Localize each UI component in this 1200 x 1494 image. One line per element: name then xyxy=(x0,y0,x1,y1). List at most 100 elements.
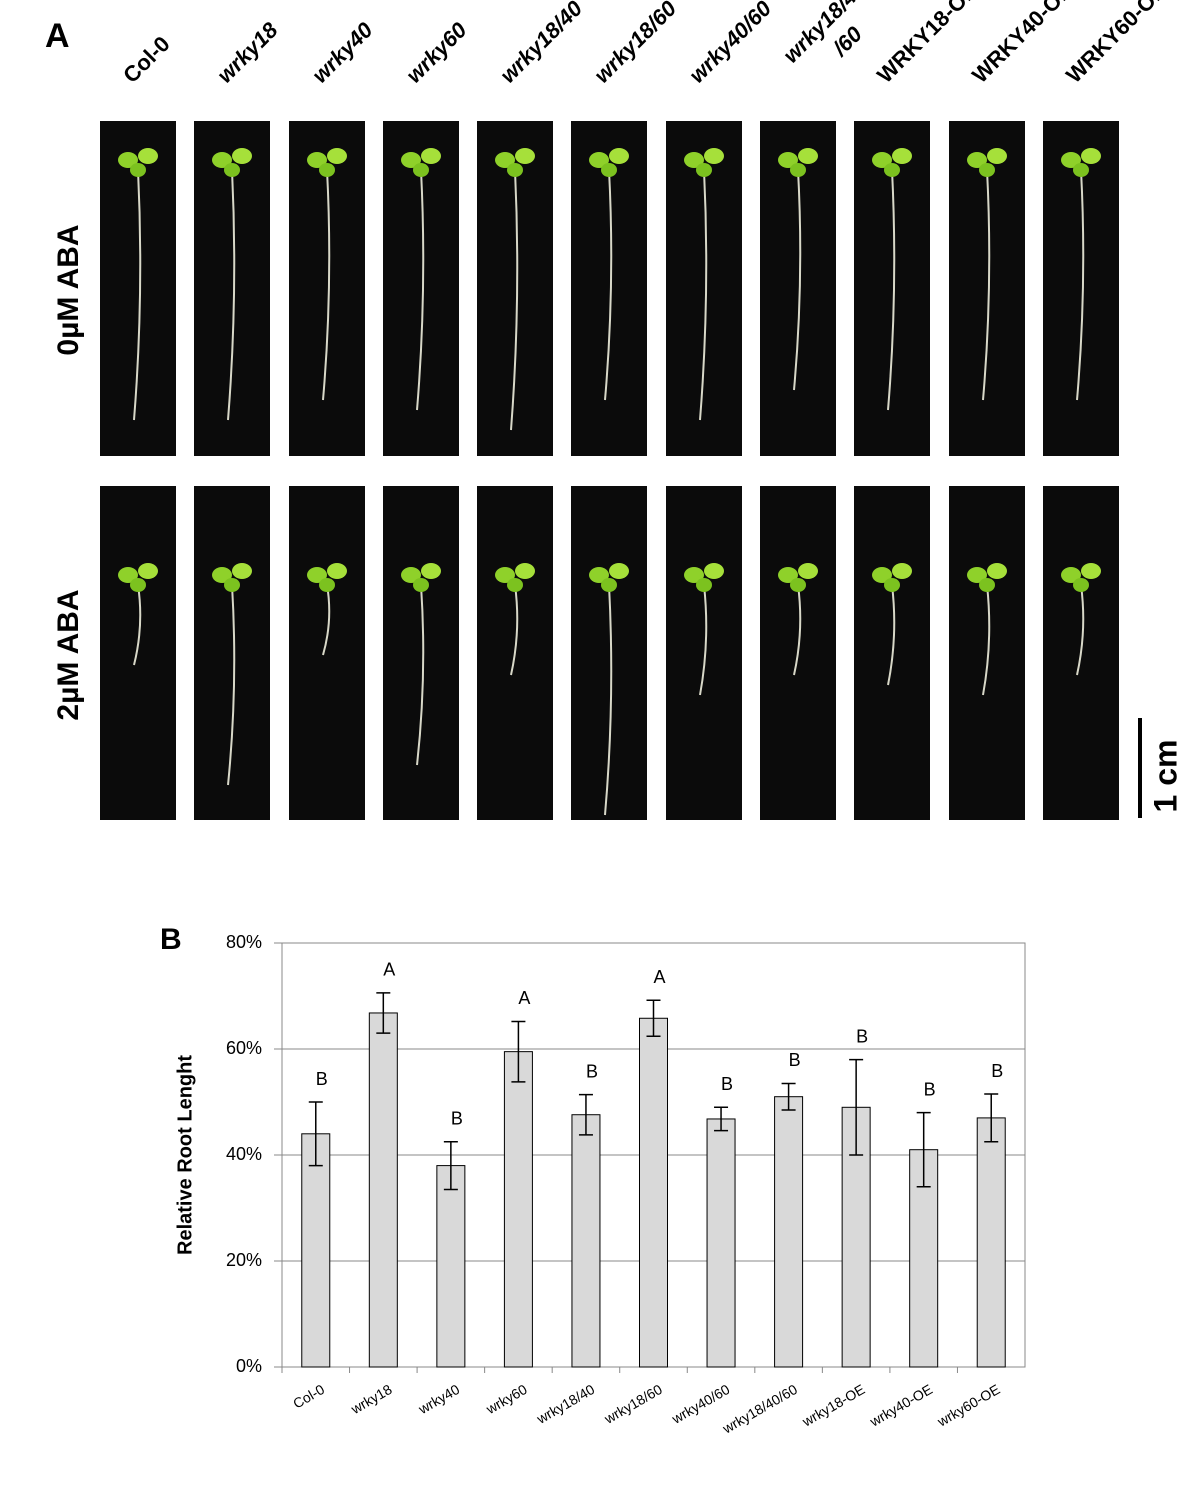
genotype-label: Col-0 xyxy=(118,31,175,88)
genotype-label: wrky18 xyxy=(212,17,283,88)
seedling-leaf xyxy=(515,563,535,579)
bar xyxy=(301,1133,331,1368)
y-tick-label: 20% xyxy=(226,1250,262,1270)
x-tick-label: wrky40 xyxy=(415,1381,462,1418)
seedling-leaf xyxy=(1073,163,1089,177)
panel-label: A xyxy=(45,17,70,55)
seedling-leaf xyxy=(130,578,146,592)
error-bar xyxy=(578,1093,593,1136)
seedling-leaf xyxy=(212,152,232,168)
panel-label: B xyxy=(160,923,182,956)
seedling-leaf xyxy=(790,163,806,177)
seedling-leaf xyxy=(307,152,327,168)
seedling-leaf xyxy=(421,148,441,164)
x-tick-label: Col-0 xyxy=(290,1381,327,1412)
seedling-leaf xyxy=(884,163,900,177)
y-tick-label: 80% xyxy=(226,932,262,952)
seedling-root xyxy=(604,584,613,816)
seedling-leaf xyxy=(495,567,515,583)
seedling-root xyxy=(982,584,991,696)
seedling-leaf xyxy=(319,578,335,592)
seedling-leaf xyxy=(118,152,138,168)
seedling-leaf xyxy=(1081,563,1101,579)
x-tick-label: wrky40-OE xyxy=(866,1381,935,1430)
seedling-leaf xyxy=(601,578,617,592)
seedling-leaf xyxy=(413,578,429,592)
seedling-root xyxy=(604,169,613,401)
seedling-leaf xyxy=(401,152,421,168)
x-tick-label: wrky60-OE xyxy=(934,1381,1003,1430)
seedling-leaf xyxy=(138,563,158,579)
error-bar xyxy=(646,999,661,1038)
seedling-leaf xyxy=(327,563,347,579)
genotype-label: wrky18/40 xyxy=(495,0,588,88)
seedling-leaf xyxy=(1081,148,1101,164)
seedling-leaf xyxy=(232,563,252,579)
seedling-root xyxy=(699,169,708,421)
seedling-leaf xyxy=(987,148,1007,164)
seedling-leaf xyxy=(413,163,429,177)
seedling-leaf xyxy=(609,563,629,579)
x-tick-label: wrky18/40 xyxy=(533,1381,597,1427)
seedling-root xyxy=(699,584,708,696)
genotype-label: wrky18/60 xyxy=(589,0,682,88)
seedling-leaf xyxy=(515,148,535,164)
seedling-root xyxy=(416,169,425,411)
bar xyxy=(503,1051,533,1368)
seedling-leaf xyxy=(987,563,1007,579)
seedling-root xyxy=(793,584,802,676)
bar xyxy=(774,1096,804,1368)
seedling-leaf xyxy=(979,163,995,177)
seedling-leaf xyxy=(684,567,704,583)
y-tick-label: 60% xyxy=(226,1038,262,1058)
seedling-root xyxy=(510,584,519,676)
significance-letter: B xyxy=(856,1026,868,1046)
seedling-leaf xyxy=(589,152,609,168)
genotype-label: wrky60 xyxy=(401,17,472,88)
seedling-leaf xyxy=(609,148,629,164)
significance-letter: B xyxy=(721,1074,733,1094)
row-label: 2µM ABA xyxy=(52,589,85,720)
seedling-photo xyxy=(289,486,365,820)
seedling-leaf xyxy=(130,163,146,177)
x-tick-label: wrky18-OE xyxy=(799,1381,868,1430)
significance-letter: B xyxy=(991,1061,1003,1081)
seedling-leaf xyxy=(232,148,252,164)
seedling-leaf xyxy=(892,563,912,579)
bar xyxy=(639,1017,668,1368)
significance-letter: B xyxy=(451,1109,463,1129)
x-tick-label: wrky18/60 xyxy=(601,1381,665,1427)
x-tick-label: wrky18/40/60 xyxy=(719,1381,800,1437)
genotype-label: wrky18/40/60 xyxy=(778,0,892,89)
seedling-leaf xyxy=(307,567,327,583)
seedling-leaf xyxy=(224,578,240,592)
seedling-photo xyxy=(666,486,742,820)
seedling-leaf xyxy=(778,152,798,168)
genotype-label: WRKY60-OE xyxy=(1061,0,1171,88)
significance-letter: B xyxy=(789,1050,801,1070)
significance-letter: B xyxy=(316,1069,328,1089)
seedling-root xyxy=(133,584,142,666)
bar xyxy=(368,1012,398,1368)
seedling-root xyxy=(227,169,236,421)
seedling-leaf xyxy=(495,152,515,168)
seedling-leaf xyxy=(798,148,818,164)
error-bar xyxy=(781,1082,796,1111)
y-tick-label: 0% xyxy=(236,1356,262,1376)
seedling-root xyxy=(227,584,236,786)
seedling-leaf xyxy=(696,163,712,177)
scale-label: 1 cm xyxy=(1147,740,1183,813)
seedling-leaf xyxy=(507,578,523,592)
error-bar xyxy=(308,1101,323,1167)
significance-letter: A xyxy=(653,967,665,987)
seedling-leaf xyxy=(967,567,987,583)
seedling-leaf xyxy=(138,148,158,164)
error-bar xyxy=(443,1141,458,1191)
significance-letter: A xyxy=(518,988,530,1008)
seedling-photo xyxy=(194,486,270,820)
seedling-root xyxy=(133,169,142,421)
seedling-root xyxy=(982,169,991,401)
seedling-leaf xyxy=(601,163,617,177)
bar xyxy=(706,1118,736,1368)
